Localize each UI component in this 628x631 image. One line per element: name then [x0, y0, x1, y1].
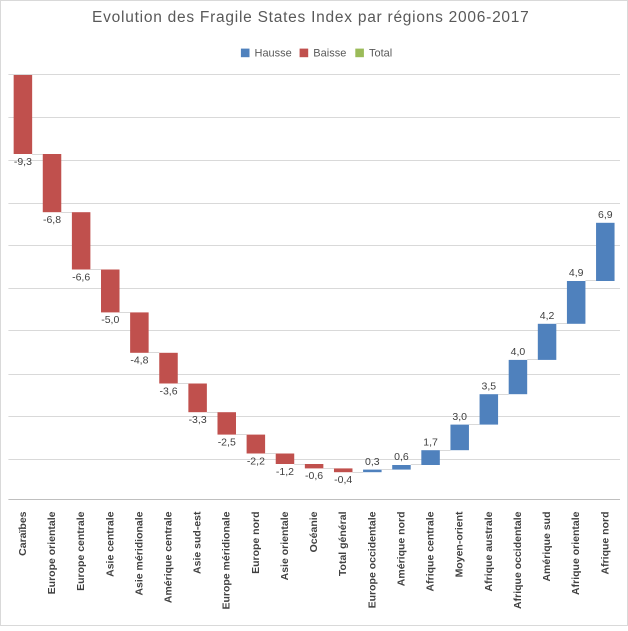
- svg-text:-4,8: -4,8: [130, 355, 148, 367]
- svg-text:Total général: Total général: [337, 511, 349, 576]
- svg-text:-9,3: -9,3: [14, 156, 32, 168]
- svg-text:Afrique orientale: Afrique orientale: [570, 511, 582, 595]
- svg-text:Amérique centrale: Amérique centrale: [163, 511, 175, 603]
- svg-text:3,0: 3,0: [452, 411, 467, 423]
- svg-text:Evolution des Fragile States I: Evolution des Fragile States Index par r…: [92, 9, 530, 26]
- svg-text:Europe orientale: Europe orientale: [46, 511, 58, 594]
- svg-text:Europe occidentale: Europe occidentale: [366, 511, 378, 608]
- svg-text:0,3: 0,3: [365, 456, 380, 468]
- svg-text:Moyen-orient: Moyen-orient: [454, 511, 466, 577]
- svg-text:Asie centrale: Asie centrale: [104, 511, 116, 577]
- svg-text:Baisse: Baisse: [313, 47, 346, 59]
- svg-text:Total: Total: [369, 47, 392, 59]
- svg-text:0,6: 0,6: [394, 451, 409, 463]
- svg-text:Hausse: Hausse: [255, 47, 292, 59]
- svg-text:3,5: 3,5: [482, 380, 497, 392]
- svg-text:6,9: 6,9: [598, 209, 613, 221]
- svg-text:-3,3: -3,3: [189, 414, 207, 426]
- svg-text:Europe nord: Europe nord: [250, 512, 262, 574]
- svg-text:-6,8: -6,8: [43, 214, 61, 226]
- svg-text:Europe centrale: Europe centrale: [75, 511, 87, 591]
- svg-text:4,2: 4,2: [540, 310, 555, 322]
- svg-text:Océanie: Océanie: [308, 511, 320, 552]
- svg-text:Asie sud-est: Asie sud-est: [192, 511, 204, 574]
- svg-text:1,7: 1,7: [423, 436, 438, 448]
- svg-text:4,0: 4,0: [511, 346, 526, 358]
- svg-text:Afrique australe: Afrique australe: [483, 511, 495, 591]
- svg-text:-0,4: -0,4: [334, 474, 352, 486]
- svg-text:-0,6: -0,6: [305, 470, 323, 482]
- svg-text:-5,0: -5,0: [101, 314, 119, 326]
- svg-text:-2,5: -2,5: [218, 436, 236, 448]
- svg-text:Asie orientale: Asie orientale: [279, 511, 291, 580]
- svg-text:Amérique nord: Amérique nord: [395, 512, 407, 587]
- svg-text:4,9: 4,9: [569, 267, 584, 279]
- svg-text:Amérique sud: Amérique sud: [541, 512, 553, 582]
- svg-text:Afrique occidentale: Afrique occidentale: [512, 511, 524, 609]
- svg-text:Caraïbes: Caraïbes: [17, 511, 29, 556]
- svg-text:Afrique centrale: Afrique centrale: [425, 511, 437, 591]
- svg-text:-2,2: -2,2: [247, 455, 265, 467]
- svg-text:Europe méridionale: Europe méridionale: [221, 511, 233, 609]
- svg-text:-6,6: -6,6: [72, 271, 90, 283]
- svg-text:Asie méridionale: Asie méridionale: [133, 511, 145, 595]
- svg-text:-3,6: -3,6: [159, 385, 177, 397]
- svg-text:-1,2: -1,2: [276, 466, 294, 478]
- svg-text:Afrique nord: Afrique nord: [599, 512, 611, 575]
